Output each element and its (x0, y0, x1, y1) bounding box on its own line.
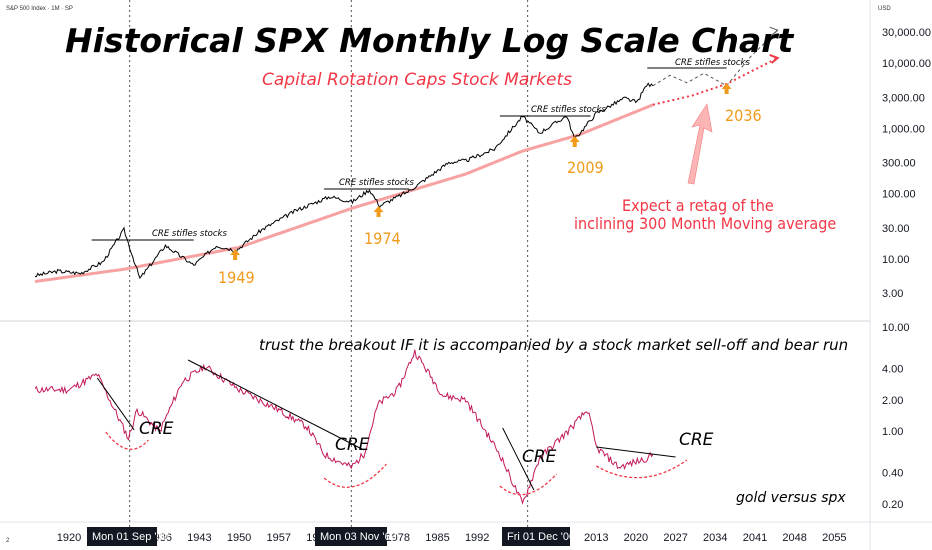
projection-path-price (652, 29, 778, 87)
moving-average-series (34, 103, 654, 283)
bounce-arc-0 (105, 431, 149, 450)
price-tick-8: 3.00 (882, 288, 903, 300)
price-tick-7: 10.00 (882, 254, 910, 266)
ratio-tick-1: 4.00 (882, 363, 903, 375)
trendline-2 (502, 427, 535, 491)
ratio-tick-3: 1.00 (882, 426, 903, 438)
crosshair-label-2000: Fri 01 Dec '00 (502, 527, 575, 546)
bounce-arc-3 (595, 459, 688, 479)
ratio-y-axis[interactable]: 10.00 4.00 2.00 1.00 0.40 0.20 (882, 322, 910, 511)
crosshair-label-1930: Mon 01 Sep '30 (87, 527, 169, 546)
time-x-axis[interactable]: 1920192919361943195019571964197119781985… (57, 532, 847, 544)
cre-marker-3: CRE (522, 447, 557, 467)
year-arrow-3 (721, 83, 732, 94)
svg-text:Fri 01 Dec '00: Fri 01 Dec '00 (507, 531, 575, 543)
year-marker-1974: 1974 (364, 229, 401, 248)
x-tick-2034: 2034 (703, 532, 727, 544)
annotation-drawings (91, 67, 732, 496)
projection-path-ma (652, 57, 779, 106)
projection-arrowhead-ma (769, 54, 780, 64)
x-tick-2027: 2027 (663, 532, 687, 544)
trendline-0 (96, 377, 135, 431)
trendline-3 (596, 446, 676, 458)
bounce-arc-2 (499, 473, 558, 496)
x-tick-2020: 2020 (624, 532, 648, 544)
svg-text:Mon 03 Nov '69: Mon 03 Nov '69 (320, 531, 397, 543)
x-tick-1943: 1943 (187, 532, 211, 544)
x-tick-2048: 2048 (782, 532, 806, 544)
x-tick-2055: 2055 (822, 532, 846, 544)
price-tick-3: 1,000.00 (882, 123, 925, 135)
year-arrow-2 (569, 136, 580, 147)
ratio-line (34, 349, 654, 505)
price-tick-4: 300.00 (882, 158, 916, 170)
bottom-left-label: 2 (6, 538, 10, 544)
price-series (34, 82, 654, 280)
cre-label-4: CRE stifles stocks (675, 58, 750, 68)
ratio-tick-4: 0.40 (882, 468, 903, 480)
svg-text:Mon 01 Sep '30: Mon 01 Sep '30 (92, 531, 169, 543)
crosshair-label-1969: Mon 03 Nov '69 (315, 527, 397, 546)
projection-arrowhead-price (769, 26, 779, 36)
gold-vs-spx-label: gold versus spx (736, 490, 846, 506)
cre-marker-1: CRE (139, 419, 174, 439)
chart-subtitle: Capital Rotation Caps Stock Markets (262, 70, 572, 90)
trust-note: trust the breakout IF it is accompanied … (259, 336, 848, 354)
x-tick-1950: 1950 (227, 532, 251, 544)
x-tick-1992: 1992 (465, 532, 489, 544)
currency-label: USD (878, 6, 891, 12)
year-marker-2009: 2009 (567, 158, 604, 177)
year-marker-2036: 2036 (725, 106, 762, 125)
cre-label-3: CRE stifles stocks (531, 105, 606, 115)
price-tick-1: 10,000.00 (882, 58, 931, 70)
instrument-label: S&P 500 Index · 1M · SP (6, 6, 73, 12)
price-line (34, 82, 654, 280)
year-marker-1949: 1949 (218, 268, 255, 287)
ratio-tick-0: 10.00 (882, 322, 910, 334)
x-tick-1920: 1920 (57, 532, 81, 544)
trendline-1 (187, 359, 365, 451)
price-tick-0: 30,000.00 (882, 27, 931, 39)
cre-marker-2: CRE (335, 435, 370, 455)
price-tick-5: 100.00 (882, 189, 916, 201)
cre-label-2: CRE stifles stocks (339, 178, 414, 188)
projection-lines (652, 26, 780, 106)
ratio-tick-5: 0.20 (882, 499, 903, 511)
gold-spx-ratio-series (34, 349, 654, 505)
price-tick-6: 30.00 (882, 223, 910, 235)
ratio-tick-2: 2.00 (882, 395, 903, 407)
retag-arrow (687, 103, 713, 185)
x-tick-1978: 1978 (386, 532, 410, 544)
x-tick-1957: 1957 (267, 532, 291, 544)
x-tick-1985: 1985 (425, 532, 449, 544)
chart-title: Historical SPX Monthly Log Scale Chart (65, 21, 795, 60)
year-arrow-1 (373, 206, 384, 217)
price-y-axis[interactable]: 30,000.00 10,000.00 3,000.00 1,000.00 300.00… (882, 27, 931, 300)
x-tick-2013: 2013 (584, 532, 608, 544)
cre-marker-4: CRE (679, 430, 714, 450)
cre-label-1: CRE stifles stocks (152, 229, 227, 239)
expect-text-line2: inclining 300 Month Moving average (574, 214, 836, 233)
bounce-arc-1 (323, 463, 387, 488)
moving-average-line (34, 103, 654, 283)
price-tick-2: 3,000.00 (882, 92, 925, 104)
year-arrow-0 (230, 249, 241, 260)
expect-text-line1: Expect a retag of the (622, 196, 774, 215)
x-tick-2041: 2041 (743, 532, 767, 544)
